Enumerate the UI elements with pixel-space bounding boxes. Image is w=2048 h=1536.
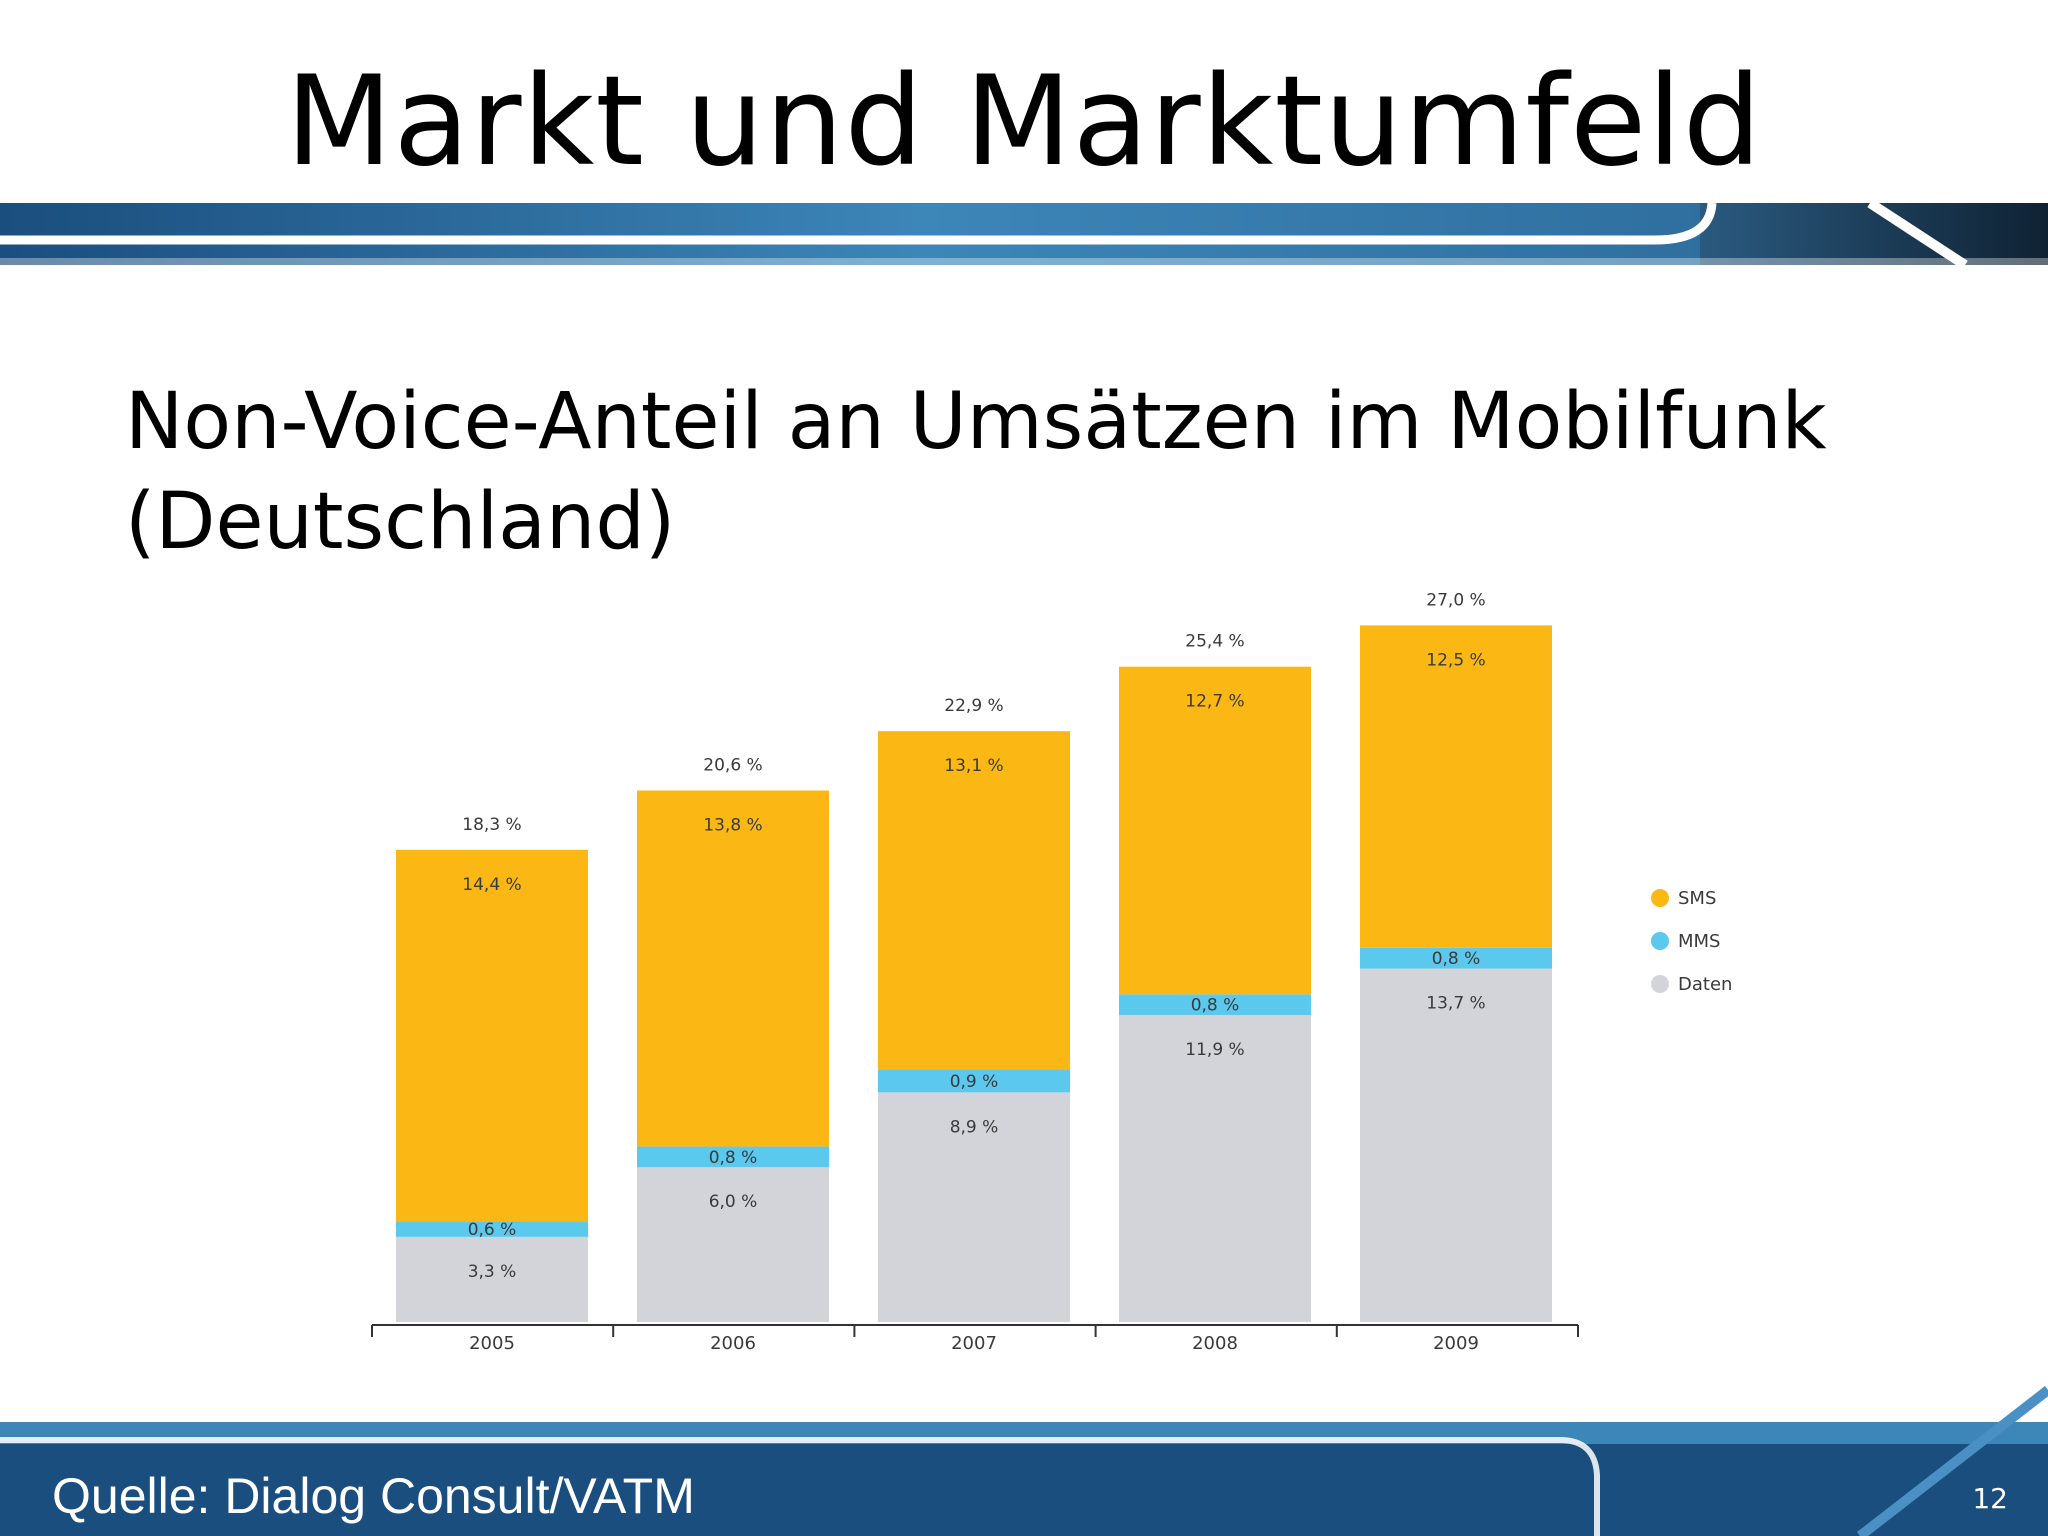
bar-sms-2007 [878, 731, 1070, 1070]
bar-daten-2006 [637, 1167, 829, 1322]
data-label-sms-2008: 12,7 % [1185, 692, 1244, 712]
x-tick-label-2005: 2005 [469, 1333, 515, 1354]
bar-daten-2008 [1119, 1014, 1311, 1322]
data-label-daten-2005: 3,3 % [468, 1262, 517, 1282]
x-tick-label-2006: 2006 [710, 1333, 756, 1354]
data-label-mms-2009: 0,8 % [1432, 949, 1481, 969]
bar-sms-2008 [1119, 666, 1311, 995]
data-label-daten-2007: 8,9 % [950, 1117, 999, 1137]
bar-daten-2007 [878, 1092, 1070, 1322]
legend-swatch-mms [1651, 932, 1669, 950]
data-label-mms-2007: 0,9 % [950, 1072, 999, 1092]
bar-sms-2005 [396, 849, 588, 1222]
subtitle-line-2: (Deutschland) [125, 477, 676, 567]
x-tick-label-2008: 2008 [1192, 1333, 1238, 1354]
data-label-total-2005: 18,3 % [462, 815, 521, 835]
data-label-total-2006: 20,6 % [703, 756, 762, 776]
legend-label-daten: Daten [1678, 974, 1732, 995]
data-label-daten-2006: 6,0 % [709, 1192, 758, 1212]
data-label-sms-2009: 12,5 % [1426, 650, 1485, 670]
bar-sms-2009 [1360, 625, 1552, 948]
legend-label-mms: MMS [1678, 931, 1721, 952]
x-tick-label-2007: 2007 [951, 1333, 997, 1354]
data-label-sms-2006: 13,8 % [703, 816, 762, 836]
bar-daten-2005 [396, 1236, 588, 1322]
bar-daten-2009 [1360, 968, 1552, 1322]
x-tick-label-2009: 2009 [1433, 1333, 1479, 1354]
bar-mms-2009 [1360, 947, 1552, 969]
bar-sms-2006 [637, 790, 829, 1147]
data-label-sms-2007: 13,1 % [944, 756, 1003, 776]
legend-label-sms: SMS [1678, 888, 1716, 909]
data-label-mms-2006: 0,8 % [709, 1148, 758, 1168]
bar-mms-2008 [1119, 994, 1311, 1015]
data-label-total-2008: 25,4 % [1185, 632, 1244, 652]
bar-mms-2006 [637, 1146, 829, 1168]
data-label-sms-2005: 14,4 % [462, 875, 521, 895]
source-citation: Quelle: Dialog Consult/VATM [52, 1468, 695, 1524]
legend-swatch-sms [1651, 889, 1669, 907]
legend-swatch-daten [1651, 975, 1669, 993]
data-label-total-2007: 22,9 % [944, 696, 1003, 716]
data-label-daten-2008: 11,9 % [1185, 1040, 1244, 1060]
data-label-total-2009: 27,0 % [1426, 590, 1485, 610]
data-label-mms-2008: 0,8 % [1191, 996, 1240, 1016]
bar-mms-2005 [396, 1221, 588, 1237]
page-number: 12 [1972, 1482, 2008, 1515]
bar-mms-2007 [878, 1069, 1070, 1093]
slide-title: Markt und Marktumfeld [285, 50, 1763, 194]
data-label-daten-2009: 13,7 % [1426, 994, 1485, 1014]
data-label-mms-2005: 0,6 % [468, 1220, 517, 1240]
slide-subtitle: Non-Voice-Anteil an Umsätzen im Mobilfun… [125, 372, 1975, 572]
subtitle-line-1: Non-Voice-Anteil an Umsätzen im Mobilfun… [125, 377, 1827, 467]
